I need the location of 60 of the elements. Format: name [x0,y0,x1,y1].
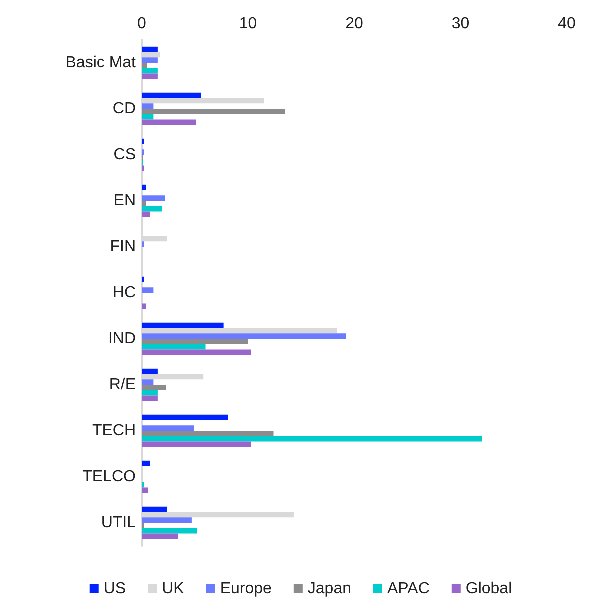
bar [142,120,196,126]
bar [142,196,166,201]
x-tick-label: 0 [138,16,147,32]
bar [142,380,154,385]
bar [142,114,154,120]
bar [142,350,252,356]
bar [142,534,178,540]
bar [142,488,148,494]
legend-label: Europe [220,580,272,598]
legend-label: APAC [388,580,430,598]
x-tick-label: 20 [346,16,364,32]
legend-label: Japan [308,580,352,598]
bar [142,74,158,80]
y-tick-label: R/E [109,376,136,394]
y-tick-label: FIN [110,238,136,256]
x-tick-label: 10 [239,16,258,32]
bar [142,506,168,512]
legend-label: US [104,580,126,598]
bar [142,109,286,114]
bar [142,396,158,402]
x-tick-label: 40 [558,16,576,32]
bar [142,390,158,396]
bar [142,442,252,448]
y-tick-label: Basic Mat [66,54,137,72]
y-tick-label: UTIL [101,514,136,532]
y-tick-label: TELCO [82,468,136,486]
bar [142,431,274,436]
bar [142,518,192,523]
bar [142,206,162,212]
bar [142,339,248,344]
bar [142,104,154,109]
x-tick-label: 30 [452,16,470,32]
bar [142,385,166,390]
bar [142,46,158,52]
bar [142,414,228,420]
bar [142,368,158,374]
bar [142,212,150,218]
bar [142,426,194,431]
y-tick-label: CS [114,146,136,164]
y-tick-label: EN [114,192,136,210]
bar [142,92,202,98]
bar [142,201,146,206]
bar [142,322,224,328]
y-tick-label: HC [112,284,136,302]
bar [142,58,158,63]
bar [142,344,206,350]
bar [142,184,146,190]
bar [142,528,198,534]
bar [142,63,148,68]
bar [142,288,154,293]
y-tick-label: TECH [92,422,136,440]
bar [142,68,158,74]
bar [142,334,346,339]
legend-label: UK [162,580,185,598]
legend-label: Global [466,580,512,598]
y-tick-label: IND [108,330,136,348]
bar [142,460,150,466]
bar [142,436,482,442]
y-tick-label: CD [112,100,136,118]
bar [142,304,146,310]
